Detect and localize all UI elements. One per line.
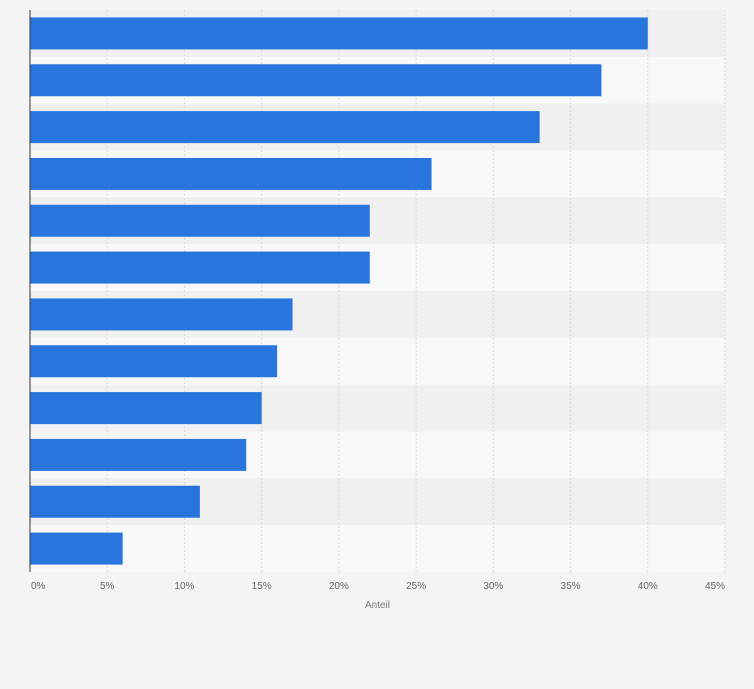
x-tick-label: 10% [174,581,194,592]
row-band [30,525,725,572]
x-axis-label: Anteil [365,600,390,611]
x-tick-label: 25% [406,581,426,592]
x-tick-label: 15% [252,581,272,592]
bar[interactable] [30,345,278,378]
bar[interactable] [30,532,123,565]
bars [30,17,648,565]
x-axis-ticks: 0% 5% 10% 15% 20% 25% 30% 35% 40% 45% [31,581,725,592]
bar[interactable] [30,17,648,50]
bar[interactable] [30,157,432,190]
x-tick-label: 40% [638,581,658,592]
bar[interactable] [30,204,370,237]
x-tick-label: 35% [561,581,581,592]
bar[interactable] [30,251,370,284]
x-tick-label: 0% [31,581,46,592]
gridlines [106,10,726,572]
x-tick-label: 30% [483,581,503,592]
bar[interactable] [30,485,200,518]
bar[interactable] [30,298,293,331]
x-tick-label: 45% [705,581,725,592]
bar[interactable] [30,438,247,471]
x-tick-label: 5% [100,581,115,592]
x-tick-label: 20% [329,581,349,592]
bar[interactable] [30,64,602,97]
bar[interactable] [30,392,262,425]
bar[interactable] [30,111,540,144]
